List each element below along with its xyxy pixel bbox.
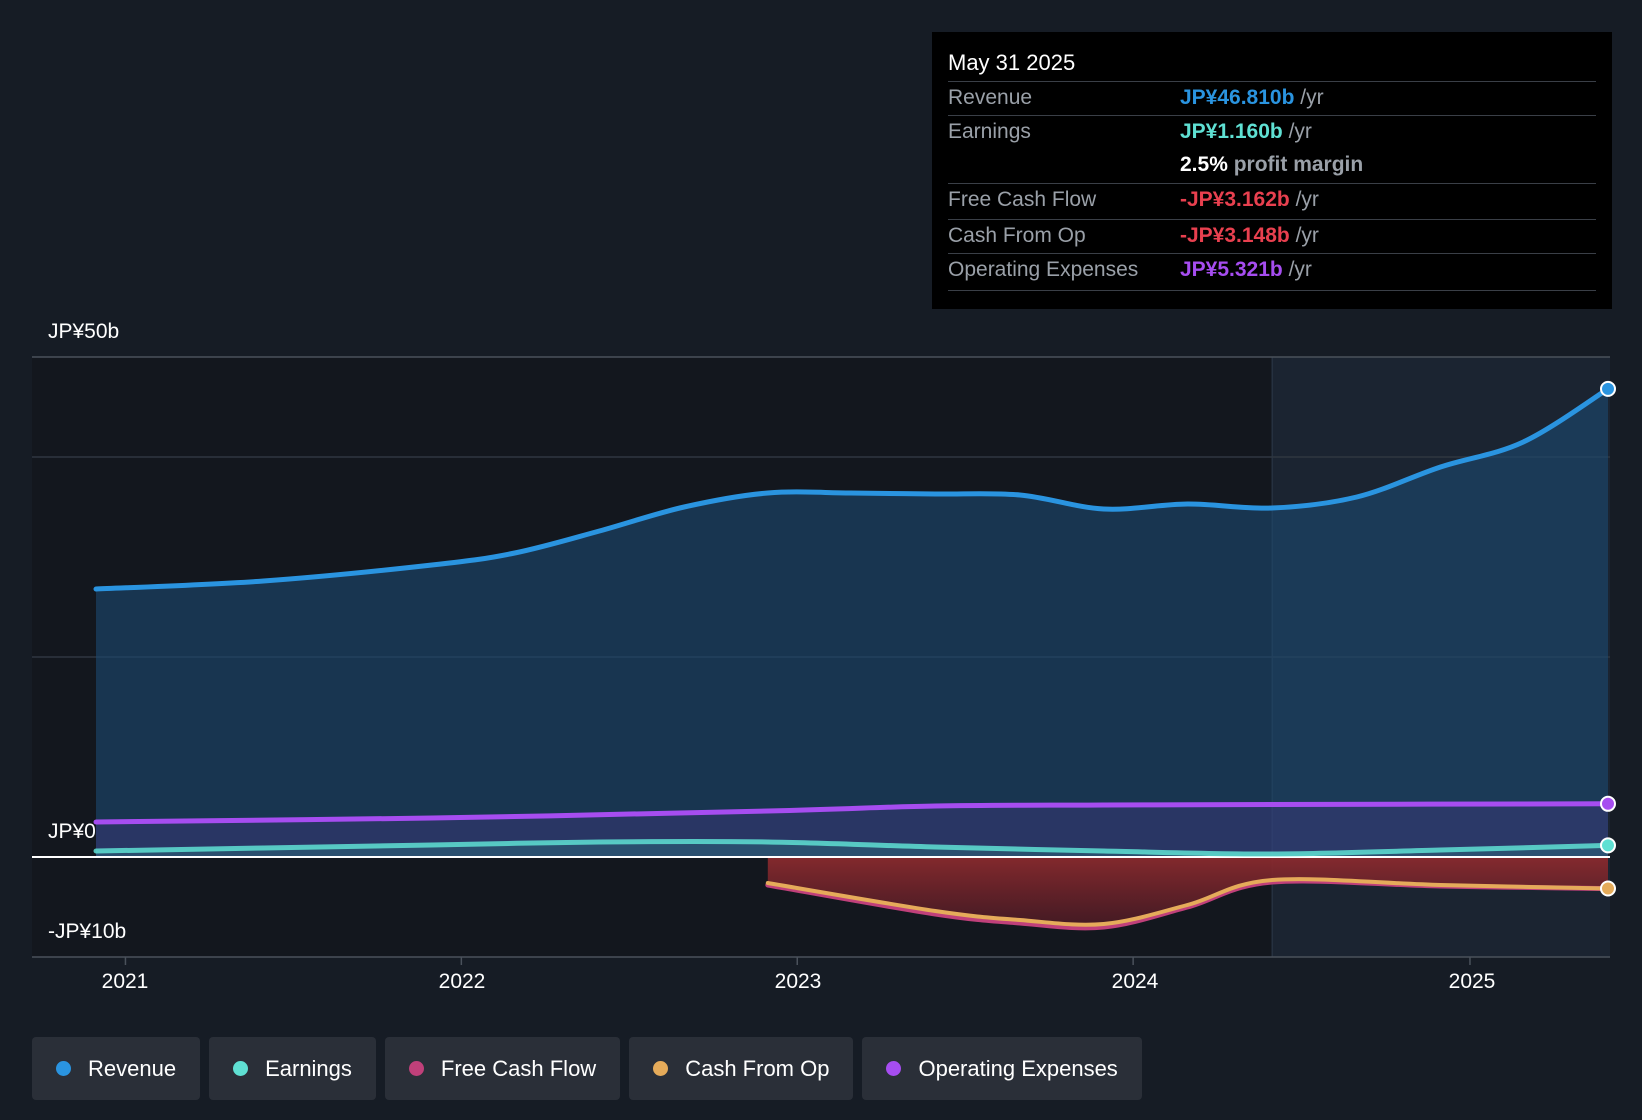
- y-tick-label-top: JP¥50b: [48, 320, 120, 343]
- x-tick-label-2021: 2021: [101, 970, 149, 993]
- tooltip-opex-unit: /yr: [1288, 258, 1312, 281]
- tooltip-opex-value: JP¥5.321b: [1180, 258, 1283, 281]
- tooltip-row-cfo: Cash From Op -JP¥3.148b /yr: [948, 219, 1596, 254]
- data-tooltip: May 31 2025 Revenue JP¥46.810b /yr Earni…: [932, 32, 1612, 309]
- tooltip-cfo-value: -JP¥3.148b: [1180, 224, 1290, 247]
- revenue-end-marker: [1600, 380, 1616, 397]
- cash-from-op-line: [765, 877, 1610, 927]
- tooltip-divider: [948, 290, 1596, 291]
- operating-expenses-line: [93, 801, 1611, 825]
- legend-opex-label: Operating Expenses: [918, 1055, 1118, 1081]
- y-tick-label-bottom: -JP¥10b: [48, 920, 127, 943]
- tooltip-cfo-unit: /yr: [1295, 224, 1319, 247]
- free-cash-flow-dot-icon: [408, 1061, 424, 1076]
- y-tick-label-zero: JP¥0: [48, 820, 96, 843]
- legend-item-earnings[interactable]: Earnings: [209, 1037, 376, 1100]
- tooltip-row-opex: Operating Expenses JP¥5.321b /yr: [948, 253, 1596, 288]
- x-tick-label-2024: 2024: [1111, 970, 1159, 993]
- tooltip-row-fcf: Free Cash Flow -JP¥3.162b /yr: [948, 183, 1596, 218]
- tooltip-revenue-label: Revenue: [948, 86, 1033, 109]
- legend-item-cash-from-op[interactable]: Cash From Op: [629, 1037, 854, 1100]
- x-tick-label-2022: 2022: [438, 970, 486, 993]
- cash-from-op-dot-icon: [653, 1061, 669, 1076]
- tooltip-cfo-label: Cash From Op: [948, 224, 1086, 247]
- tooltip-row-margin: 2.5% profit margin: [948, 149, 1596, 183]
- chart-legend: Revenue Earnings Free Cash Flow Cash Fro…: [32, 1037, 1142, 1100]
- tooltip-revenue-unit: /yr: [1300, 86, 1324, 109]
- legend-item-operating-expenses[interactable]: Operating Expenses: [862, 1037, 1142, 1100]
- tooltip-row-earnings: Earnings JP¥1.160b /yr: [948, 115, 1596, 150]
- revenue-line: [93, 386, 1611, 592]
- earnings-end-marker: [1600, 837, 1616, 854]
- revenue-area: [96, 388, 1608, 857]
- tooltip-margin-value: 2.5%: [1180, 153, 1228, 176]
- x-tick-label-2023: 2023: [774, 970, 822, 993]
- tooltip-row-revenue: Revenue JP¥46.810b /yr: [948, 81, 1596, 116]
- tooltip-margin-text: profit margin: [1233, 153, 1364, 176]
- legend-earnings-label: Earnings: [265, 1055, 352, 1081]
- legend-cfo-label: Cash From Op: [685, 1055, 830, 1081]
- tooltip-fcf-unit: /yr: [1295, 188, 1319, 211]
- tooltip-earnings-unit: /yr: [1288, 120, 1312, 143]
- tooltip-fcf-value: -JP¥3.162b: [1180, 188, 1290, 211]
- earnings-dot-icon: [233, 1061, 249, 1076]
- tooltip-date: May 31 2025: [948, 50, 1076, 75]
- tooltip-fcf-label: Free Cash Flow: [948, 188, 1097, 211]
- operating-expenses-end-marker: [1600, 795, 1616, 812]
- legend-revenue-label: Revenue: [88, 1055, 177, 1081]
- x-tick-label-2025: 2025: [1448, 970, 1496, 993]
- tooltip-earnings-label: Earnings: [948, 120, 1031, 143]
- legend-fcf-label: Free Cash Flow: [440, 1055, 597, 1081]
- cash-from-op-end-marker: [1600, 880, 1616, 897]
- earnings-line: [93, 839, 1611, 857]
- revenue-dot-icon: [56, 1061, 71, 1076]
- tooltip-earnings-value: JP¥1.160b: [1180, 120, 1283, 143]
- operating-expenses-dot-icon: [886, 1061, 902, 1076]
- legend-item-free-cash-flow[interactable]: Free Cash Flow: [384, 1037, 621, 1100]
- tooltip-revenue-value: JP¥46.810b: [1180, 86, 1295, 109]
- free-cash-flow-area: [767, 857, 1608, 928]
- legend-item-revenue[interactable]: Revenue: [32, 1037, 201, 1100]
- tooltip-opex-label: Operating Expenses: [948, 258, 1139, 281]
